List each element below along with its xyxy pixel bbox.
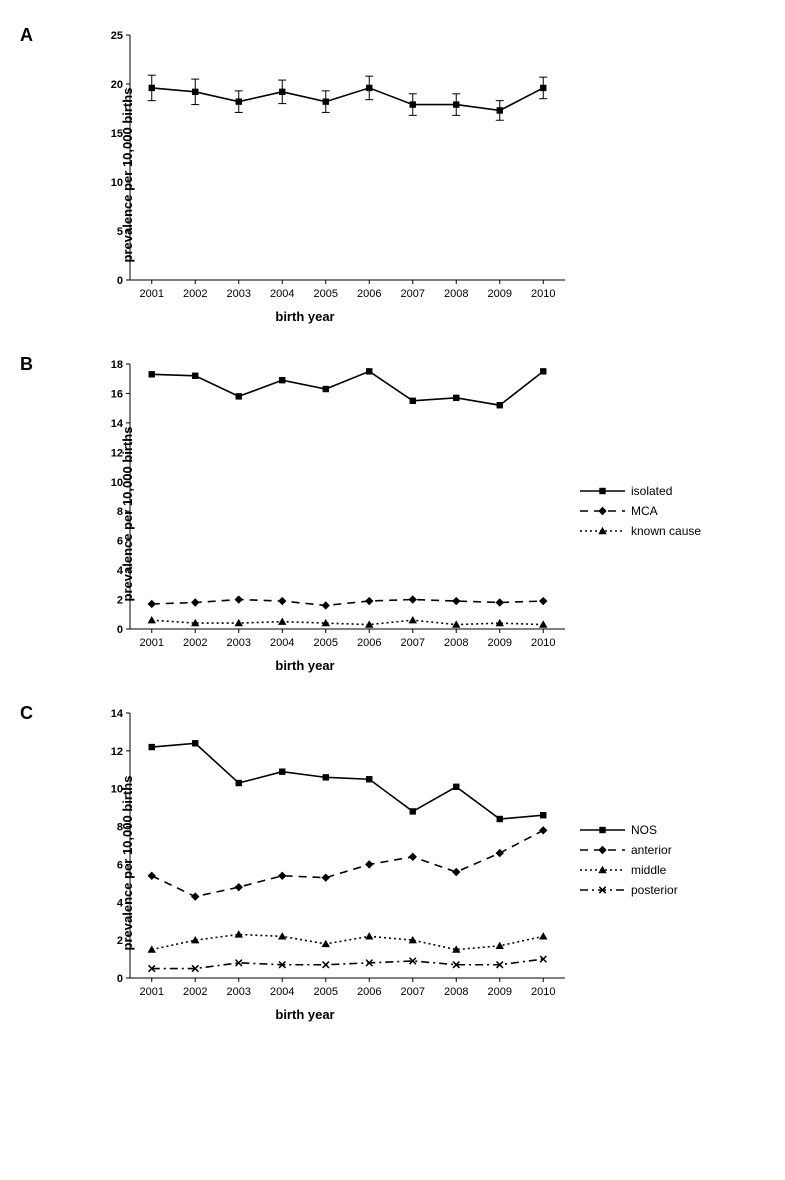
y-axis-label: prevalence per 10,000 births: [120, 426, 135, 601]
svg-text:2001: 2001: [140, 637, 164, 649]
svg-text:2008: 2008: [444, 288, 468, 300]
svg-text:2008: 2008: [444, 986, 468, 998]
svg-text:16: 16: [111, 388, 123, 400]
chart-panel-B: Bprevalence per 10,000 births02468101214…: [20, 354, 765, 673]
svg-text:2006: 2006: [357, 637, 381, 649]
legend-swatch: [580, 863, 625, 877]
svg-text:2001: 2001: [140, 986, 164, 998]
x-axis-label: birth year: [65, 658, 545, 673]
svg-text:2010: 2010: [531, 288, 555, 300]
legend-item: NOS: [580, 823, 678, 837]
svg-text:2007: 2007: [401, 288, 425, 300]
svg-text:2010: 2010: [531, 986, 555, 998]
chart-svg: 0510152025200120022003200420052006200720…: [95, 25, 575, 305]
chart-svg: 0246810121420012002200320042005200620072…: [95, 703, 575, 1003]
svg-text:12: 12: [111, 746, 123, 758]
legend-swatch: [580, 484, 625, 498]
svg-text:0: 0: [117, 624, 123, 636]
svg-text:2005: 2005: [314, 986, 338, 998]
legend-item: anterior: [580, 843, 678, 857]
svg-text:2009: 2009: [488, 637, 512, 649]
svg-text:2009: 2009: [488, 986, 512, 998]
legend-label: MCA: [631, 504, 658, 518]
svg-text:0: 0: [117, 973, 123, 985]
svg-text:2003: 2003: [227, 986, 251, 998]
svg-text:2008: 2008: [444, 637, 468, 649]
svg-text:0: 0: [117, 275, 123, 287]
legend-label: NOS: [631, 823, 657, 837]
x-axis-label: birth year: [65, 1007, 545, 1022]
svg-text:2003: 2003: [227, 637, 251, 649]
svg-text:18: 18: [111, 359, 123, 371]
svg-text:2010: 2010: [531, 637, 555, 649]
svg-text:2002: 2002: [183, 288, 207, 300]
svg-text:14: 14: [111, 708, 124, 720]
legend-swatch: [580, 823, 625, 837]
legend-label: middle: [631, 863, 666, 877]
legend-swatch: [580, 524, 625, 538]
chart-panel-C: Cprevalence per 10,000 births02468101214…: [20, 703, 765, 1022]
legend-swatch: [580, 883, 625, 897]
legend: isolated MCA known cause: [580, 484, 701, 544]
svg-text:25: 25: [111, 30, 123, 42]
chart-panel-A: Aprevalence per 10,000 births05101520252…: [20, 25, 765, 324]
y-axis-label: prevalence per 10,000 births: [120, 87, 135, 262]
legend-item: MCA: [580, 504, 701, 518]
svg-text:2009: 2009: [488, 288, 512, 300]
legend-item: posterior: [580, 883, 678, 897]
legend-swatch: [580, 504, 625, 518]
legend-item: middle: [580, 863, 678, 877]
svg-text:2003: 2003: [227, 288, 251, 300]
legend: NOS anterior middle posterior: [580, 823, 678, 903]
svg-text:2005: 2005: [314, 637, 338, 649]
svg-text:2001: 2001: [140, 288, 164, 300]
legend-label: isolated: [631, 484, 672, 498]
chart-area: prevalence per 10,000 births051015202520…: [95, 25, 765, 324]
svg-text:2002: 2002: [183, 637, 207, 649]
svg-text:2005: 2005: [314, 288, 338, 300]
legend-item: known cause: [580, 524, 701, 538]
svg-text:2006: 2006: [357, 288, 381, 300]
panel-letter: C: [20, 703, 33, 724]
y-axis-label: prevalence per 10,000 births: [120, 775, 135, 950]
svg-text:2004: 2004: [270, 637, 294, 649]
svg-text:2006: 2006: [357, 986, 381, 998]
legend-label: anterior: [631, 843, 672, 857]
legend-label: posterior: [631, 883, 678, 897]
svg-text:2002: 2002: [183, 986, 207, 998]
legend-item: isolated: [580, 484, 701, 498]
panel-letter: A: [20, 25, 33, 46]
svg-text:2004: 2004: [270, 986, 294, 998]
panel-letter: B: [20, 354, 33, 375]
legend-swatch: [580, 843, 625, 857]
x-axis-label: birth year: [65, 309, 545, 324]
legend-label: known cause: [631, 524, 701, 538]
svg-text:2004: 2004: [270, 288, 294, 300]
svg-text:2007: 2007: [401, 986, 425, 998]
chart-svg: 0246810121416182001200220032004200520062…: [95, 354, 575, 654]
svg-text:2007: 2007: [401, 637, 425, 649]
